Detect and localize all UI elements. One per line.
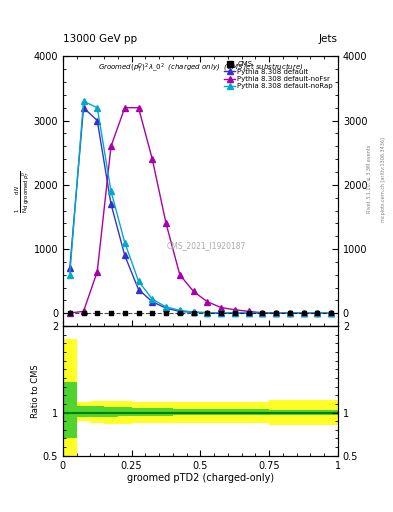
Pythia 8.308 default-noFsr	[219, 305, 223, 311]
CMS	[232, 309, 238, 317]
Pythia 8.308 default-noFsr	[205, 298, 210, 305]
CMS	[204, 309, 211, 317]
Pythia 8.308 default-noFsr	[95, 268, 100, 274]
CMS	[273, 309, 279, 317]
Pythia 8.308 default-noRap	[68, 272, 72, 278]
Pythia 8.308 default	[191, 309, 196, 315]
Pythia 8.308 default	[95, 117, 100, 123]
CMS	[122, 309, 128, 317]
CMS	[328, 309, 334, 317]
Pythia 8.308 default-noRap	[81, 98, 86, 104]
Pythia 8.308 default-noRap	[315, 310, 320, 316]
CMS	[218, 309, 224, 317]
Text: Rivet 3.1.10, ≥ 3.3M events: Rivet 3.1.10, ≥ 3.3M events	[367, 145, 372, 214]
Pythia 8.308 default	[329, 310, 334, 316]
Pythia 8.308 default	[315, 310, 320, 316]
CMS	[136, 309, 142, 317]
CMS	[177, 309, 183, 317]
Pythia 8.308 default-noFsr	[150, 156, 155, 162]
CMS	[81, 309, 87, 317]
Pythia 8.308 default-noRap	[136, 278, 141, 284]
Text: 13000 GeV pp: 13000 GeV pp	[63, 33, 137, 44]
Pythia 8.308 default-noFsr	[329, 310, 334, 316]
Line: Pythia 8.308 default-noRap: Pythia 8.308 default-noRap	[67, 98, 334, 316]
X-axis label: groomed pTD2 (charged-only): groomed pTD2 (charged-only)	[127, 473, 274, 483]
Pythia 8.308 default-noFsr	[301, 310, 306, 316]
Y-axis label: Ratio to CMS: Ratio to CMS	[31, 364, 40, 418]
Text: CMS_2021_I1920187: CMS_2021_I1920187	[166, 241, 246, 250]
Pythia 8.308 default	[205, 310, 210, 316]
Pythia 8.308 default-noRap	[260, 310, 265, 316]
Pythia 8.308 default-noRap	[108, 188, 114, 195]
Legend: CMS, Pythia 8.308 default, Pythia 8.308 default-noFsr, Pythia 8.308 default-noRa: CMS, Pythia 8.308 default, Pythia 8.308 …	[223, 60, 334, 91]
Pythia 8.308 default-noRap	[123, 240, 127, 246]
Pythia 8.308 default-noFsr	[164, 220, 169, 226]
Pythia 8.308 default-noFsr	[68, 310, 72, 316]
Pythia 8.308 default-noFsr	[233, 307, 237, 313]
Pythia 8.308 default	[164, 305, 169, 311]
Pythia 8.308 default-noRap	[95, 104, 100, 111]
CMS	[245, 309, 252, 317]
Text: Jets: Jets	[319, 33, 338, 44]
Pythia 8.308 default-noFsr	[136, 104, 141, 111]
Pythia 8.308 default	[150, 298, 155, 305]
CMS	[108, 309, 114, 317]
CMS	[94, 309, 101, 317]
Pythia 8.308 default	[288, 310, 292, 316]
Y-axis label: $\frac{1}{\mathrm{N}}\frac{\mathrm{d}N}{\mathrm{d}\,\mathrm{groomed}\,p_T^D}$: $\frac{1}{\mathrm{N}}\frac{\mathrm{d}N}{…	[13, 170, 32, 212]
Pythia 8.308 default	[108, 201, 114, 207]
Pythia 8.308 default-noRap	[246, 310, 251, 316]
Pythia 8.308 default	[233, 310, 237, 316]
Pythia 8.308 default-noFsr	[123, 104, 127, 111]
Pythia 8.308 default-noRap	[288, 310, 292, 316]
Pythia 8.308 default	[123, 252, 127, 259]
Pythia 8.308 default-noRap	[191, 309, 196, 315]
Line: Pythia 8.308 default-noFsr: Pythia 8.308 default-noFsr	[67, 105, 334, 316]
Pythia 8.308 default	[68, 265, 72, 271]
Line: Pythia 8.308 default: Pythia 8.308 default	[67, 105, 334, 316]
Pythia 8.308 default-noFsr	[81, 308, 86, 314]
CMS	[301, 309, 307, 317]
Pythia 8.308 default-noRap	[205, 309, 210, 315]
Pythia 8.308 default	[260, 310, 265, 316]
CMS	[163, 309, 169, 317]
Pythia 8.308 default	[136, 287, 141, 293]
Pythia 8.308 default	[274, 310, 279, 316]
Text: Groomed$(p_T^D)^2\lambda\_0^2$  (charged only)  (CMS jet substructure): Groomed$(p_T^D)^2\lambda\_0^2$ (charged …	[97, 62, 303, 75]
Pythia 8.308 default-noRap	[219, 310, 223, 316]
Pythia 8.308 default-noFsr	[108, 143, 114, 150]
Pythia 8.308 default-noRap	[150, 296, 155, 302]
Pythia 8.308 default-noRap	[233, 310, 237, 316]
Pythia 8.308 default-noFsr	[315, 310, 320, 316]
Pythia 8.308 default	[301, 310, 306, 316]
Pythia 8.308 default	[81, 104, 86, 111]
Pythia 8.308 default-noRap	[274, 310, 279, 316]
Pythia 8.308 default-noFsr	[246, 308, 251, 314]
CMS	[287, 309, 293, 317]
CMS	[259, 309, 266, 317]
Text: mcplots.cern.ch [arXiv:1306.3436]: mcplots.cern.ch [arXiv:1306.3436]	[381, 137, 386, 222]
Pythia 8.308 default	[219, 310, 223, 316]
CMS	[191, 309, 197, 317]
Pythia 8.308 default	[178, 308, 182, 314]
Pythia 8.308 default-noFsr	[288, 310, 292, 316]
Pythia 8.308 default-noFsr	[191, 288, 196, 294]
Pythia 8.308 default-noRap	[178, 307, 182, 313]
Pythia 8.308 default-noRap	[301, 310, 306, 316]
Pythia 8.308 default-noRap	[329, 310, 334, 316]
Pythia 8.308 default-noFsr	[274, 310, 279, 316]
Pythia 8.308 default-noRap	[164, 304, 169, 310]
CMS	[314, 309, 321, 317]
Pythia 8.308 default	[246, 310, 251, 316]
Pythia 8.308 default-noFsr	[178, 272, 182, 278]
Pythia 8.308 default-noFsr	[260, 310, 265, 316]
CMS	[149, 309, 156, 317]
CMS	[67, 309, 73, 317]
